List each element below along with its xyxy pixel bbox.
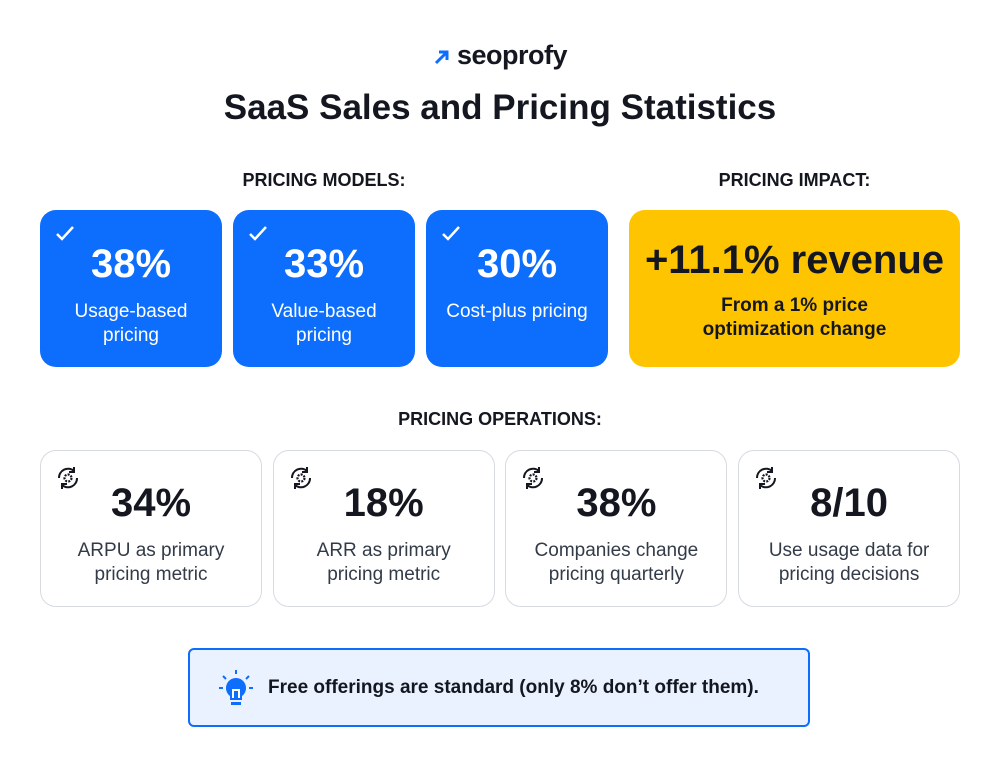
sync-icon (290, 467, 311, 489)
note-box: Free offerings are standard (only 8% don… (188, 648, 810, 727)
operation-card: 38% Companies change pricing quarterly (505, 450, 728, 607)
check-icon (442, 226, 460, 241)
check-icon (249, 226, 267, 241)
operation-value: 34% (110, 481, 192, 525)
sync-icon (57, 467, 79, 489)
check-icon (56, 226, 74, 241)
sync-icon (756, 467, 777, 489)
operation-label: Use usage data for pricing decisions (768, 540, 930, 585)
model-card: 30% Cost-plus pricing (426, 210, 608, 367)
operation-card: 8/10 Use usage data for pricing decisions (738, 450, 961, 607)
brand-logo (434, 50, 449, 65)
operation-card: 18% ARR as primary pricing metric (272, 450, 495, 607)
section-heading: PRICING OPERATIONS: (398, 409, 602, 429)
model-value: 30% (476, 242, 558, 286)
model-card: 33% Value-based pricing (233, 210, 415, 367)
impact-value: +11.1% revenue (644, 238, 945, 282)
model-label: Cost-plus pricing (446, 301, 588, 322)
operation-label: ARPU as primary pricing metric (77, 540, 225, 585)
section-heading: PRICING IMPACT: (718, 170, 871, 190)
operation-card: 34% ARPU as primary pricing metric (40, 450, 262, 607)
note-text: Free offerings are standard (only 8% don… (268, 676, 759, 698)
section-heading: PRICING MODELS: (242, 170, 406, 190)
impact-card: +11.1% revenue From a 1% price optimizat… (629, 210, 960, 367)
brand-name: seoprofy (456, 40, 568, 70)
title: SaaS Sales and Pricing Statistics (223, 88, 777, 127)
impact-label: From a 1% price optimization change (702, 295, 887, 340)
operation-value: 38% (576, 481, 657, 525)
model-value: 38% (90, 242, 172, 286)
operation-value: 8/10 (810, 481, 889, 525)
model-value: 33% (283, 242, 365, 286)
operation-label: ARR as primary pricing metric (316, 540, 451, 585)
brand: seoprofy (0, 40, 1000, 71)
operation-label: Companies change pricing quarterly (534, 540, 699, 585)
bulb-icon (219, 669, 253, 705)
model-label: Usage-based pricing (74, 301, 188, 346)
operation-value: 18% (343, 481, 424, 525)
model-label: Value-based pricing (271, 301, 377, 346)
sync-icon (523, 467, 544, 489)
model-card: 38% Usage-based pricing (40, 210, 222, 367)
